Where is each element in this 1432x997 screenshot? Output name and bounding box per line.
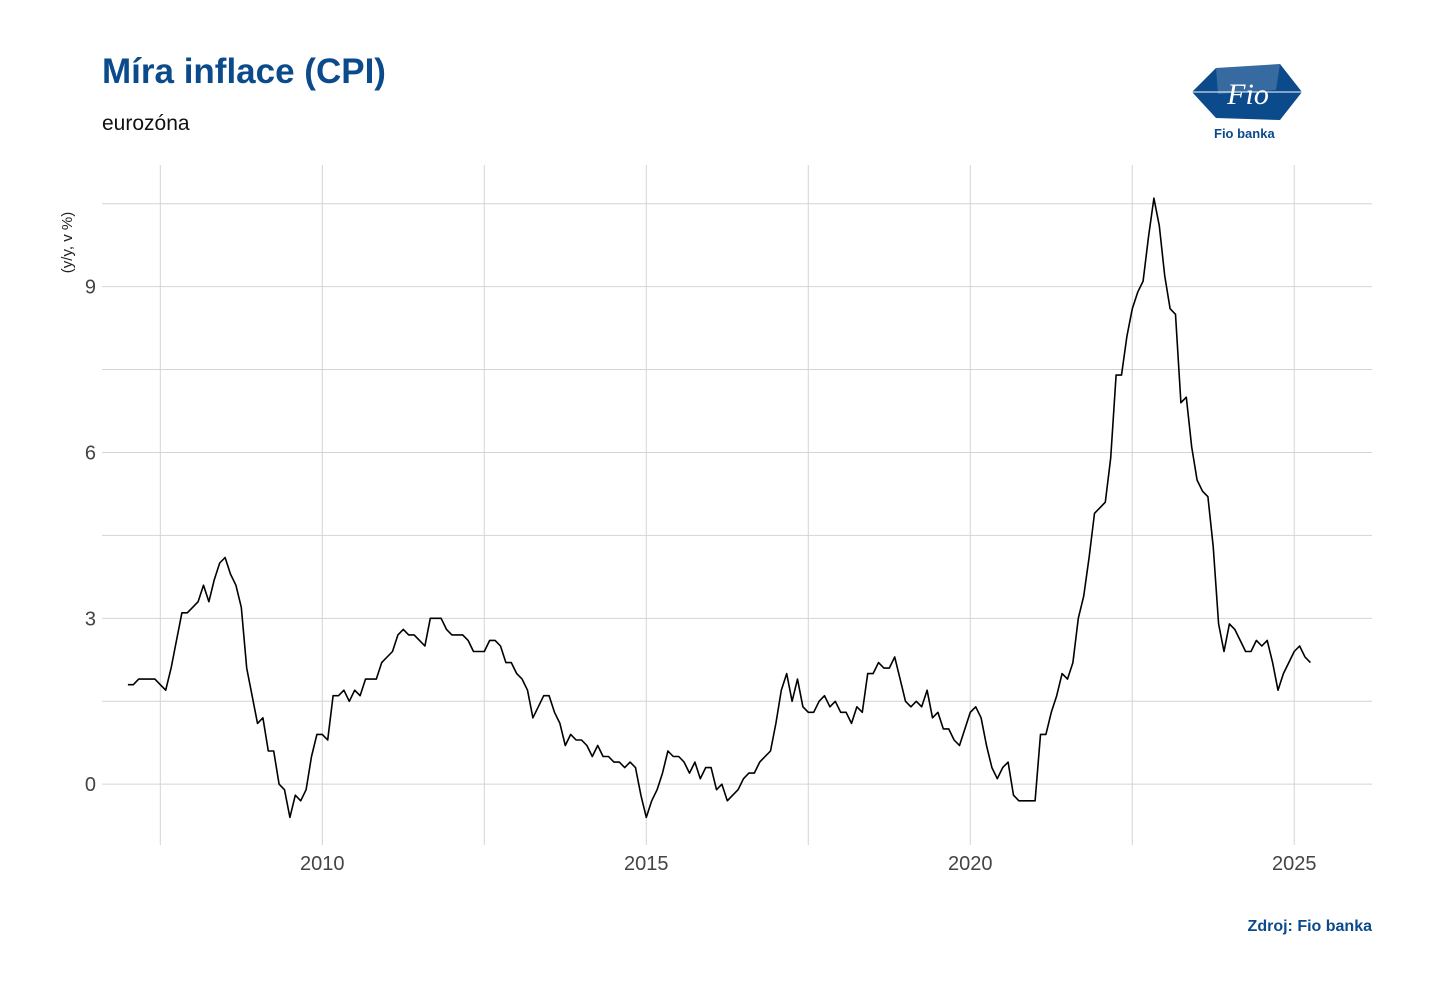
x-tick-label: 2025	[1272, 853, 1317, 875]
x-tick-label: 2010	[300, 853, 345, 875]
x-tick-label: 2015	[624, 853, 669, 875]
fio-logo-icon: Fio	[1192, 64, 1302, 120]
y-tick-label: 9	[85, 277, 96, 299]
x-tick-label: 2020	[948, 853, 993, 875]
axes: 0 3 6 9 2010 2015 2020 2025 (y/y, v %)	[59, 212, 1316, 875]
y-axis-title: (y/y, v %)	[59, 212, 76, 273]
logo-caption: Fio banka	[1214, 126, 1275, 141]
series	[127, 197, 1311, 819]
grid	[102, 165, 1372, 845]
chart-title: Míra inflace (CPI)	[102, 52, 386, 91]
series-line	[127, 197, 1311, 819]
y-tick-label: 0	[85, 774, 96, 796]
y-tick-label: 6	[85, 442, 96, 464]
y-tick-label: 3	[85, 608, 96, 630]
fio-logo-mark: Fio	[1226, 78, 1269, 111]
source-note: Zdroj: Fio banka	[1247, 918, 1372, 935]
chart-subtitle: eurozóna	[102, 112, 190, 135]
